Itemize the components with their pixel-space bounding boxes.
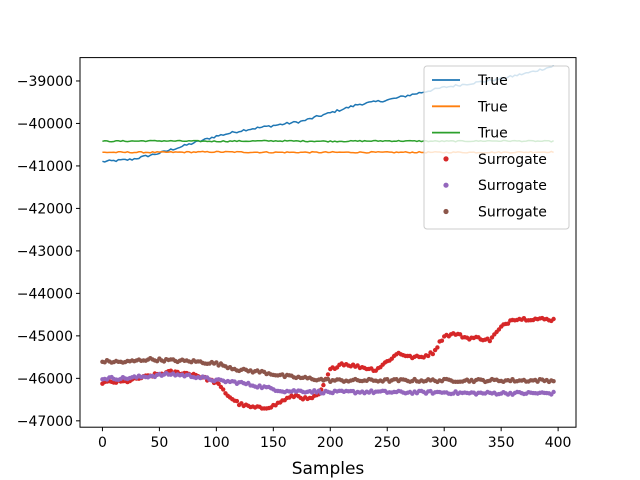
x-tick-label: 300 [431, 435, 458, 451]
y-tick-label: −44000 [17, 286, 73, 302]
y-tick-label: −39000 [17, 74, 73, 90]
data-point [214, 360, 219, 365]
legend-swatch-marker [443, 182, 449, 188]
x-tick-label: 50 [150, 435, 168, 451]
data-point [505, 321, 511, 326]
data-point [439, 338, 445, 343]
legend-entry-label: Surrogate [478, 152, 547, 168]
y-tick-label: −41000 [17, 159, 73, 175]
data-point [457, 332, 463, 337]
legend-entry-label: True [477, 99, 508, 115]
x-tick-label: 350 [488, 435, 515, 451]
data-point [435, 345, 440, 350]
y-tick-label: −43000 [17, 244, 73, 260]
y-tick-label: −42000 [17, 201, 73, 217]
legend: True True True Surrogate Surrogate Surrogate [423, 65, 570, 230]
y-tick-label: −40000 [17, 116, 73, 132]
legend-box [423, 65, 570, 230]
legend-swatch-marker [443, 156, 449, 162]
x-axis-ticks: 0 50 100 150 200 250 300 350 400 [98, 427, 572, 451]
x-tick-label: 100 [203, 435, 230, 451]
y-tick-label: −46000 [17, 371, 73, 387]
y-axis-ticks: −47000 −46000 −45000 −44000 −43000 −42000 −410… [17, 74, 80, 430]
x-tick-label: 200 [317, 435, 344, 451]
y-tick-label: −45000 [17, 329, 73, 345]
data-point [430, 351, 435, 357]
data-point [426, 353, 431, 359]
x-axis-title: Samples [292, 459, 365, 479]
series-points-6 [100, 356, 556, 385]
series-points-5 [100, 370, 556, 397]
data-point [216, 381, 221, 386]
data-point [489, 335, 495, 340]
data-point [551, 316, 556, 322]
legend-entry-label: True [477, 126, 508, 142]
legend-swatch-marker [443, 208, 449, 215]
data-point [321, 382, 326, 388]
legend-entry-label: Surrogate [478, 178, 547, 194]
axes-frame [79, 57, 577, 428]
data-point [551, 379, 556, 384]
y-tick-label: −47000 [17, 414, 73, 430]
x-tick-label: 0 [98, 435, 107, 451]
data-point [221, 387, 226, 392]
x-tick-label: 250 [374, 435, 401, 451]
series-layer [100, 64, 556, 411]
legend-entry-label: True [477, 73, 508, 89]
x-tick-label: 150 [260, 435, 287, 451]
data-point [325, 372, 331, 377]
legend-entry-label: Surrogate [478, 205, 547, 221]
data-point [234, 398, 240, 404]
x-tick-label: 400 [545, 435, 572, 451]
data-point [487, 338, 492, 344]
data-point [551, 389, 556, 395]
